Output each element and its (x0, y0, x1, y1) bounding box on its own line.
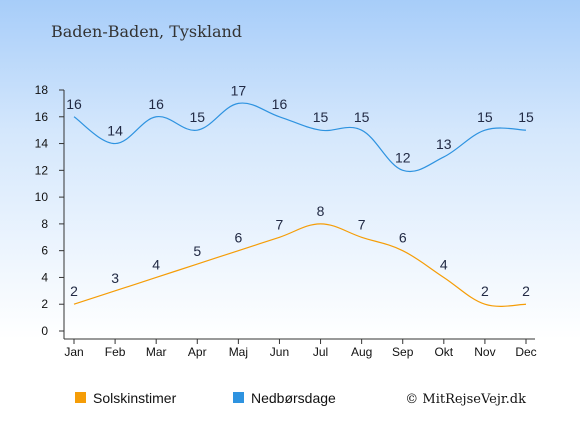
x-tick-label: Jan (64, 345, 83, 359)
x-tick-label: Mar (146, 345, 167, 359)
data-label-nedborsdage: 17 (231, 82, 247, 98)
legend-label-solskinstimer: Solskinstimer (93, 390, 177, 406)
x-tick-label: Dec (515, 345, 536, 359)
y-tick-label: 4 (41, 270, 48, 284)
legend-swatch-solskinstimer (75, 392, 86, 403)
y-tick-label: 14 (35, 137, 49, 151)
data-label-solskinstimer: 6 (234, 230, 242, 246)
data-label-solskinstimer: 2 (522, 283, 530, 299)
y-tick-label: 0 (41, 324, 48, 338)
series-layer (73, 102, 527, 307)
y-tick-label: 8 (41, 217, 48, 231)
data-label-solskinstimer: 2 (481, 283, 489, 299)
x-tick-label: Jun (270, 345, 289, 359)
legend-label-nedborsdage: Nedbørsdage (251, 390, 336, 406)
y-tick-label: 16 (35, 110, 49, 124)
data-label-nedborsdage: 16 (148, 96, 164, 112)
data-label-solskinstimer: 4 (440, 256, 448, 272)
data-label-nedborsdage: 13 (436, 136, 452, 152)
y-tick-label: 6 (41, 244, 48, 258)
axes: 0 2 4 6 8 10 12 14 16 18 Jan Feb Mar Apr Maj Jun Jul Aug S… (35, 83, 537, 359)
x-tick-label: Maj (229, 345, 248, 359)
data-label-solskinstimer: 6 (399, 230, 407, 246)
data-label-nedborsdage: 12 (395, 149, 411, 165)
x-tick-label: Feb (105, 345, 126, 359)
data-label-solskinstimer: 4 (152, 256, 160, 272)
y-tick-label: 10 (35, 190, 49, 204)
chart-title: Baden-Baden, Tyskland (51, 22, 242, 41)
series-line-solskinstimer (73, 223, 527, 307)
x-tick-label: Apr (188, 345, 207, 359)
y-tick-label: 2 (41, 297, 48, 311)
x-tick-label: Nov (474, 345, 495, 359)
data-label-nedborsdage: 16 (66, 96, 82, 112)
data-label-solskinstimer: 7 (276, 216, 284, 232)
series-line-nedborsdage (73, 102, 527, 173)
data-label-solskinstimer: 3 (111, 270, 119, 286)
data-label-nedborsdage: 14 (107, 123, 123, 139)
data-label-solskinstimer: 8 (317, 203, 325, 219)
data-labels: 2 3 4 5 6 7 8 7 6 4 2 2 16 14 16 15 17 16 15 15 12 13 15 15 (66, 82, 534, 299)
legend-swatch-nedborsdage (233, 392, 244, 403)
x-tick-label: Jul (313, 345, 328, 359)
data-label-nedborsdage: 15 (477, 109, 493, 125)
data-label-solskinstimer: 7 (358, 216, 366, 232)
credit-text: © MitRejseVejr.dk (405, 392, 526, 407)
data-label-solskinstimer: 2 (70, 283, 78, 299)
data-label-nedborsdage: 15 (354, 109, 370, 125)
data-label-nedborsdage: 15 (189, 109, 205, 125)
y-tick-label: 12 (35, 163, 49, 177)
data-label-nedborsdage: 15 (313, 109, 329, 125)
x-tick-label: Aug (351, 345, 372, 359)
x-tick-label: Sep (392, 345, 414, 359)
y-tick-label: 18 (35, 83, 49, 97)
x-tick-label: Okt (434, 345, 453, 359)
data-label-solskinstimer: 5 (193, 243, 201, 259)
data-label-nedborsdage: 15 (518, 109, 534, 125)
data-label-nedborsdage: 16 (272, 96, 288, 112)
